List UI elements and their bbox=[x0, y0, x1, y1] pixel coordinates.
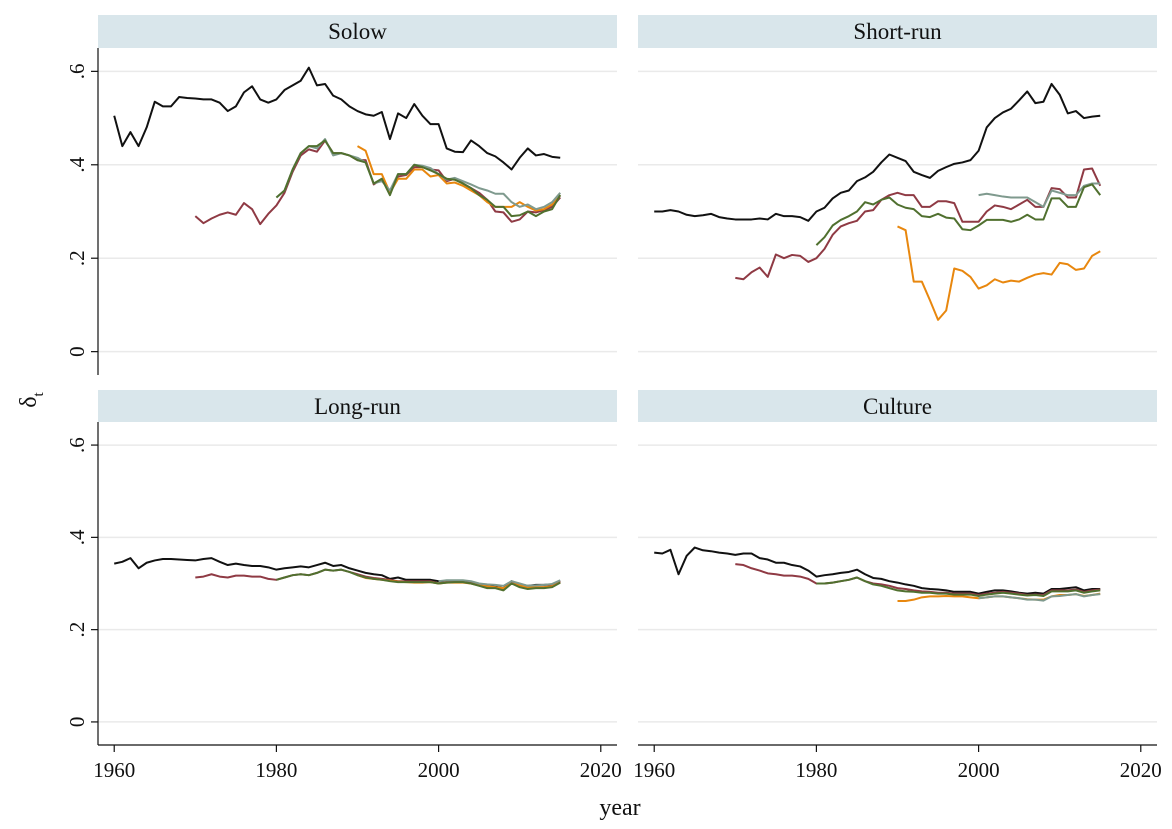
series-line bbox=[357, 145, 561, 212]
y-tick-label: .6 bbox=[65, 437, 89, 453]
series-line bbox=[978, 593, 1101, 602]
series-line bbox=[815, 183, 1102, 246]
panel-title: Solow bbox=[328, 19, 387, 44]
x-tick-label: 2000 bbox=[418, 758, 460, 782]
x-tick-label: 2020 bbox=[580, 758, 622, 782]
y-axis-label: δt bbox=[16, 391, 47, 407]
series-line bbox=[438, 579, 561, 587]
series-line bbox=[276, 568, 561, 592]
x-tick-label: 1980 bbox=[795, 758, 837, 782]
y-tick-label: 0 bbox=[65, 717, 89, 728]
series-line bbox=[897, 225, 1101, 321]
x-tick-label: 1980 bbox=[255, 758, 297, 782]
panel-header bbox=[98, 390, 617, 422]
panel-header bbox=[98, 15, 617, 48]
series-line bbox=[816, 576, 1101, 597]
x-tick-label: 2020 bbox=[1120, 758, 1162, 782]
x-tick-label: 1960 bbox=[633, 758, 675, 782]
panel-header bbox=[638, 15, 1157, 48]
x-tick-label: 1960 bbox=[93, 758, 135, 782]
panel-title: Long-run bbox=[314, 394, 401, 419]
series-line bbox=[735, 563, 1101, 597]
series-line bbox=[654, 546, 1101, 595]
y-tick-label: 0 bbox=[65, 346, 89, 357]
x-tick-label: 2000 bbox=[958, 758, 1000, 782]
series-line bbox=[275, 139, 562, 218]
x-axis-label: year bbox=[599, 795, 640, 821]
series-line bbox=[978, 182, 1101, 208]
panel-title: Culture bbox=[863, 394, 932, 419]
y-tick-label: .4 bbox=[65, 529, 89, 545]
panel-header bbox=[638, 390, 1157, 422]
series-line bbox=[654, 82, 1101, 222]
y-tick-label: .2 bbox=[65, 622, 89, 638]
series-line bbox=[113, 66, 561, 171]
series-line bbox=[113, 557, 561, 590]
y-axis-symbol: δ bbox=[16, 396, 42, 407]
y-axis-subscript: t bbox=[31, 391, 47, 396]
y-tick-label: .6 bbox=[65, 63, 89, 79]
series-line bbox=[735, 167, 1102, 281]
y-tick-label: .2 bbox=[65, 250, 89, 266]
panel-title: Short-run bbox=[853, 19, 942, 44]
y-tick-label: .4 bbox=[65, 156, 89, 172]
